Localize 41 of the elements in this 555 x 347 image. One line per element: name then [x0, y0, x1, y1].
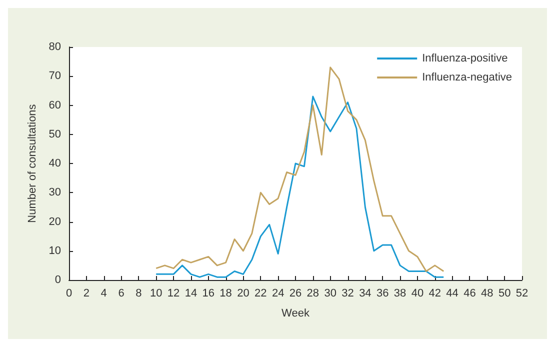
- x-tick-label: 0: [66, 288, 72, 300]
- x-tick-label: 38: [394, 288, 406, 300]
- x-tick-label: 34: [359, 288, 372, 300]
- x-tick-label: 32: [342, 288, 354, 300]
- y-tick-label: 40: [48, 158, 61, 170]
- x-tick-label: 46: [464, 288, 476, 300]
- x-tick-label: 30: [324, 288, 336, 300]
- x-tick-label: 52: [516, 288, 528, 300]
- line-series: [155, 96, 444, 278]
- y-tick-label: 10: [48, 244, 61, 257]
- x-tick-label: 50: [498, 288, 511, 300]
- x-tick-label: 20: [237, 288, 250, 300]
- y-tick-label: 60: [48, 99, 61, 112]
- y-tick-label: 70: [48, 70, 61, 82]
- x-axis-title: Week: [282, 308, 310, 320]
- x-tick-label: 10: [150, 288, 162, 300]
- x-tick-label: 28: [306, 288, 320, 300]
- x-tick-label: 12: [167, 288, 180, 300]
- x-tick-label: 36: [376, 288, 389, 300]
- x-tick-label: 24: [272, 288, 284, 300]
- x-tick-label: 44: [446, 288, 458, 300]
- legend-label: Influenza-negative: [422, 72, 512, 84]
- x-tick-label: 6: [118, 288, 124, 300]
- x-tick-label: 8: [136, 288, 142, 300]
- x-tick-label: 14: [184, 288, 198, 300]
- x-tick-label: 22: [254, 288, 267, 300]
- x-tick-label: 4: [100, 288, 107, 300]
- y-tick-label: 50: [48, 128, 61, 140]
- x-tick-label: 40: [411, 288, 424, 300]
- legend-label: Influenza-positive: [422, 52, 508, 64]
- x-tick-label: 26: [289, 288, 302, 300]
- y-tick-label: 30: [48, 186, 61, 199]
- y-tick-label: 20: [48, 216, 61, 228]
- x-tick-label: 48: [481, 288, 494, 300]
- x-tick-label: 16: [202, 288, 215, 300]
- y-tick-label: 80: [48, 41, 61, 53]
- x-tick-label: 42: [428, 288, 442, 300]
- y-axis-title: Number of consultations: [26, 104, 38, 223]
- x-tick-label: 18: [220, 288, 232, 300]
- y-tick-label: 0: [54, 274, 61, 286]
- x-tick-label: 2: [83, 288, 90, 300]
